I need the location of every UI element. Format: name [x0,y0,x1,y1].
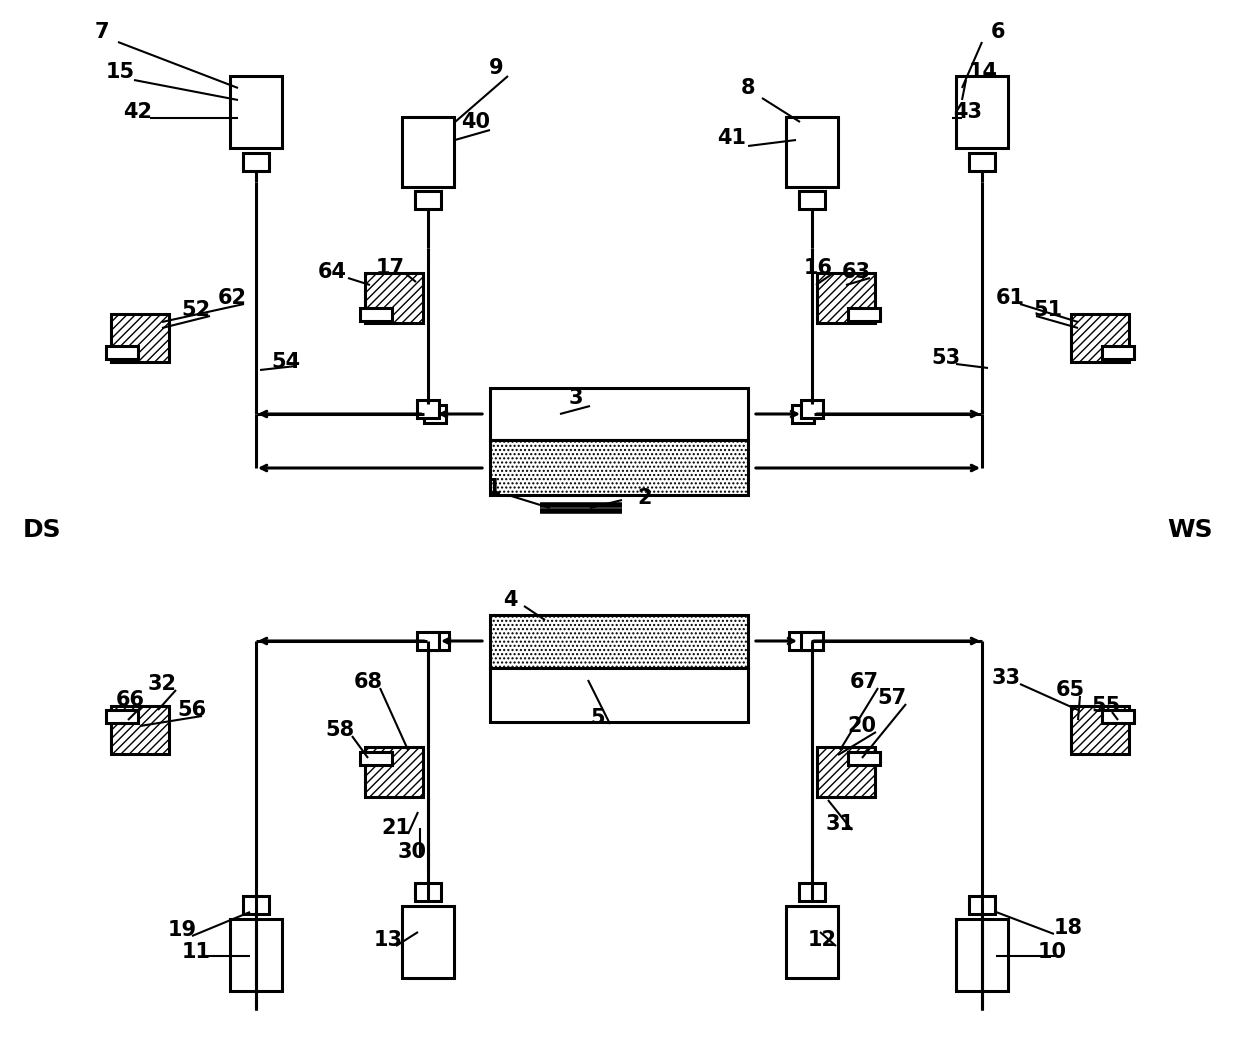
Bar [786,907,838,979]
Text: 57: 57 [878,688,906,708]
Bar [799,191,825,209]
Bar [365,273,423,323]
Bar [817,747,875,797]
Bar [424,405,446,423]
Text: 5: 5 [590,708,605,728]
Text: 65: 65 [1055,680,1085,700]
Bar [1071,706,1128,754]
Bar [848,752,880,765]
Bar [490,668,748,722]
Bar [792,405,813,423]
Bar [1071,315,1128,362]
Text: 67: 67 [849,672,878,692]
Bar [417,632,439,650]
Bar [415,883,441,901]
Text: 13: 13 [373,930,403,950]
Text: 32: 32 [148,674,176,694]
Bar [490,615,748,668]
Bar [365,747,423,797]
Text: 18: 18 [1054,918,1083,938]
Text: 15: 15 [105,62,135,82]
Text: 1: 1 [487,478,501,498]
Bar [105,710,138,722]
Bar [801,632,823,650]
Text: 53: 53 [931,348,961,367]
Bar [956,76,1008,148]
Text: DS: DS [22,518,61,542]
Bar [243,896,269,914]
Text: 54: 54 [272,352,300,372]
Text: 33: 33 [992,668,1021,688]
Bar [1102,710,1135,722]
Bar [112,706,169,754]
Text: 30: 30 [398,842,427,862]
Bar [243,152,269,170]
Text: 11: 11 [181,943,211,962]
Text: 21: 21 [382,818,410,838]
Text: 64: 64 [317,262,346,282]
Text: 14: 14 [968,62,997,82]
Text: 62: 62 [217,288,247,308]
Bar [490,439,748,495]
Text: 58: 58 [325,720,355,740]
Text: 68: 68 [353,672,382,692]
Text: 52: 52 [181,300,211,320]
Text: 20: 20 [847,716,877,736]
Bar [968,152,994,170]
Bar [402,116,454,187]
Bar [801,400,823,418]
Text: 43: 43 [954,102,982,122]
Bar [105,345,138,359]
Bar [417,400,439,418]
Text: 51: 51 [1033,300,1063,320]
Text: 61: 61 [996,288,1024,308]
Text: 66: 66 [115,690,145,710]
Text: 63: 63 [842,262,870,282]
Bar [360,752,392,765]
Bar [402,907,454,979]
Text: 4: 4 [502,590,517,610]
Text: 3: 3 [569,388,583,408]
Text: 31: 31 [826,814,854,834]
Bar [490,388,748,439]
Bar [956,919,1008,991]
Text: 16: 16 [804,258,832,279]
Text: 12: 12 [807,930,837,950]
Text: 55: 55 [1091,696,1121,716]
Bar [360,307,392,321]
Text: 42: 42 [124,102,153,122]
Text: 17: 17 [376,258,404,279]
Bar [799,883,825,901]
Bar [415,191,441,209]
Text: 6: 6 [991,22,1006,42]
Bar [229,919,281,991]
Bar [786,116,838,187]
Text: 10: 10 [1038,943,1066,962]
Text: WS: WS [1167,518,1213,542]
Bar [968,896,994,914]
Text: 7: 7 [94,22,109,42]
Text: 19: 19 [167,920,197,940]
Text: 8: 8 [740,78,755,98]
Text: 41: 41 [718,128,746,148]
Text: 9: 9 [489,58,503,78]
Bar [817,273,875,323]
Text: 56: 56 [177,700,207,720]
Bar [789,632,811,650]
Text: 2: 2 [637,488,652,508]
Bar [848,307,880,321]
Bar [229,76,281,148]
Bar [1102,345,1135,359]
Text: 40: 40 [461,112,491,132]
Bar [427,632,449,650]
Bar [112,315,169,362]
